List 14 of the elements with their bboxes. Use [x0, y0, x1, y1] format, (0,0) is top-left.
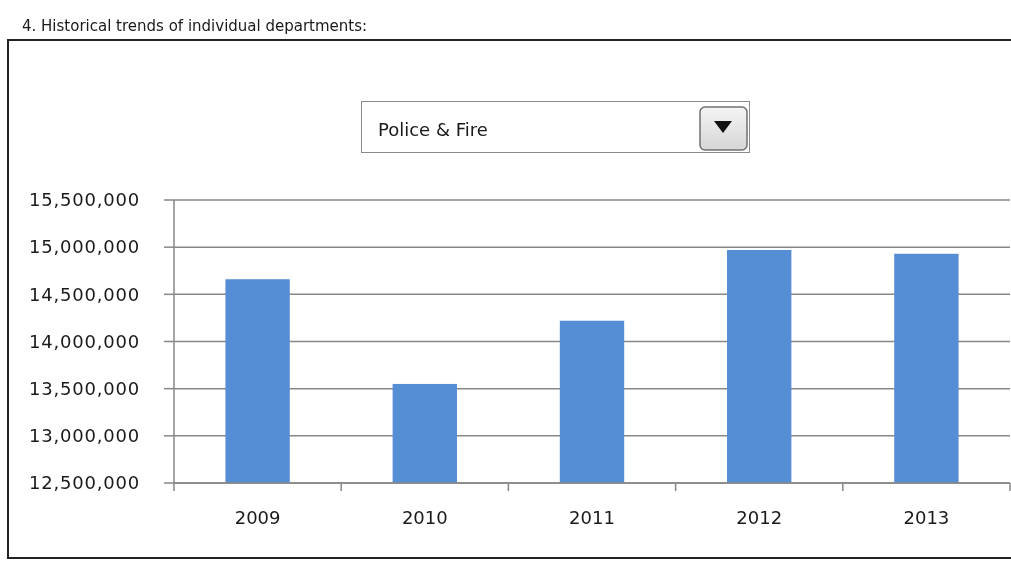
y-tick-label: 14,000,000	[28, 330, 140, 352]
x-tick-label: 2010	[401, 507, 448, 528]
y-tick-label: 15,000,000	[28, 236, 140, 258]
y-tick-label: 14,500,000	[28, 283, 140, 305]
y-tick-label: 12,500,000	[28, 472, 140, 494]
x-tick-label: 2013	[903, 507, 950, 528]
x-tick-label: 2009	[234, 507, 281, 528]
y-tick-label: 13,000,000	[28, 425, 140, 447]
chart-title: 4. Historical trends of individual departments:	[22, 17, 368, 35]
x-tick-label: 2011	[569, 507, 615, 528]
y-tick-label: 13,500,000	[28, 377, 140, 399]
y-tick-label: 15,500,000	[28, 189, 140, 211]
x-tick-label: 2012	[736, 507, 783, 528]
chart-subtitle: Police & Fire	[378, 119, 488, 140]
